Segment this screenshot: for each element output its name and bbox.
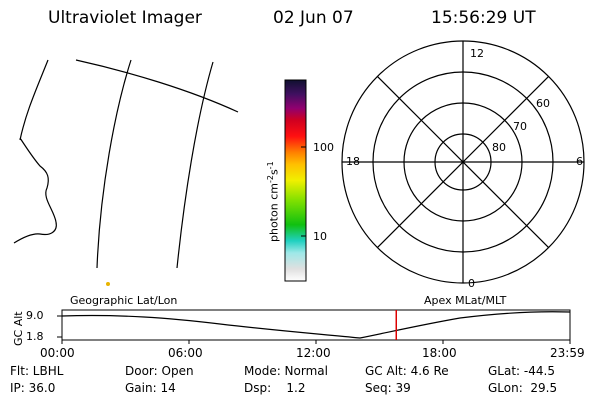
geographic-label: Geographic Lat/Lon <box>70 294 178 307</box>
meridian-line-3 <box>19 59 49 141</box>
ip-info: IP: 36.0 <box>10 381 56 395</box>
door-info: Door: Open <box>125 364 194 378</box>
apex-label: Apex MLat/MLT <box>424 294 507 307</box>
instrument-title: Ultraviolet Imager <box>48 8 202 28</box>
altitude-curve <box>61 311 571 339</box>
mode-info: Mode: Normal <box>244 364 328 378</box>
mlt-label-12: 12 <box>470 47 484 60</box>
glat-info: GLat: -44.5 <box>488 364 555 378</box>
seq-info: Seq: 39 <box>365 381 411 395</box>
coastline <box>13 137 57 244</box>
alt-ytick-label: 1.8 <box>26 330 44 343</box>
alt-xtick-label: 23:59 <box>550 346 585 360</box>
colorbar-units-label: photon cm-2s-1 <box>266 161 281 242</box>
glon-info: GLon: 29.5 <box>488 381 558 395</box>
filter-info: Flt: LBHL <box>10 364 64 378</box>
alt-ytick-label: 9.0 <box>26 309 44 322</box>
alt-axis-label: GC Alt <box>12 311 25 346</box>
gain-info: Gain: 14 <box>125 381 176 395</box>
mlt-label-6: 6 <box>576 155 583 168</box>
alt-xtick-label: 18:00 <box>422 346 457 360</box>
dsp-info: Dsp: 1.2 <box>244 381 306 395</box>
date-label: 02 Jun 07 <box>273 8 354 28</box>
polar-grid <box>341 40 585 284</box>
mlt-label-0: 0 <box>468 277 475 290</box>
aurora-pixel <box>106 282 110 286</box>
meridian-line-1 <box>96 59 132 269</box>
gc-alt-info: GC Alt: 4.6 Re <box>365 364 449 378</box>
latitude-line <box>75 59 239 113</box>
geographic-map <box>13 59 239 269</box>
time-label: 15:56:29 UT <box>431 8 536 28</box>
mlat-label-60: 60 <box>536 97 550 110</box>
alt-xtick-label: 06:00 <box>168 346 203 360</box>
diagonal-line-2 <box>376 75 550 249</box>
color-scale-bar <box>284 79 307 282</box>
alt-xtick-label: 12:00 <box>296 346 331 360</box>
colorbar-tick-label: 100 <box>313 141 334 154</box>
meridian-line-2 <box>176 61 214 269</box>
alt-xtick-label: 00:00 <box>40 346 75 360</box>
mlat-label-70: 70 <box>513 120 527 133</box>
mlt-label-18: 18 <box>346 155 360 168</box>
colorbar-tick-label: 10 <box>313 230 327 243</box>
mlat-label-80: 80 <box>492 141 506 154</box>
